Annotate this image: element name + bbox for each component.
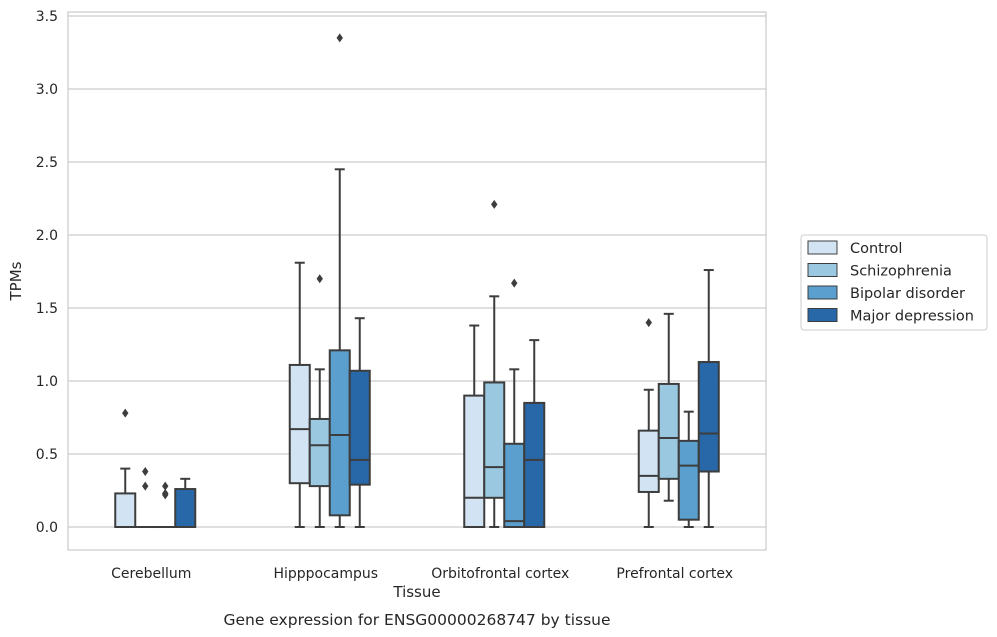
box (677, 410, 700, 528)
outlier-point (491, 199, 498, 209)
legend-swatch (807, 240, 838, 255)
box (503, 278, 526, 528)
box (463, 324, 486, 528)
series-major-depression (174, 269, 720, 529)
x-tick-label: Prefrontal cortex (616, 566, 733, 582)
box-body (483, 381, 506, 499)
box-body (463, 394, 486, 528)
outlier-point (122, 408, 129, 418)
y-tick-label: 0.0 (36, 520, 58, 536)
box (483, 199, 506, 528)
box (328, 33, 351, 528)
x-tick-label: Cerebellum (111, 566, 191, 582)
legend-swatch (807, 263, 838, 277)
outlier-point (316, 274, 323, 284)
box-body (328, 349, 351, 517)
outlier-point (162, 481, 169, 491)
y-tick-label: 1.0 (36, 374, 58, 390)
box-body (637, 429, 660, 493)
legend-frame (800, 234, 988, 331)
outlier-point (645, 318, 652, 328)
y-tick-label: 0.5 (36, 447, 58, 463)
outlier-point (142, 481, 149, 491)
plot-area-frame (67, 11, 767, 551)
legend-swatch (807, 285, 838, 300)
box-body (523, 401, 546, 528)
box-series (114, 33, 720, 529)
box (288, 261, 311, 528)
x-axis-label: Tissue (392, 583, 440, 601)
outlier-point (162, 490, 169, 500)
legend: Control Schizophrenia Bipolar disorder Majo… (800, 234, 988, 331)
y-tick-label: 3.5 (36, 9, 58, 25)
chart-title: Gene expression for ENSG00000268747 by t… (223, 611, 610, 629)
box-body (677, 439, 700, 521)
x-tick-label: Hipppocampus (273, 566, 378, 582)
x-tick-label: Orbitofrontal cortex (431, 566, 569, 582)
box-body (114, 492, 137, 529)
box-body (657, 382, 680, 480)
box-body (174, 488, 197, 529)
y-tick-label: 2.0 (36, 228, 58, 244)
box (697, 269, 720, 528)
series-schizophrenia (134, 199, 680, 529)
y-tick-labels: 0.0 0.5 1.0 1.5 2.0 2.5 3.0 3.5 (36, 9, 58, 536)
box-body (308, 417, 331, 488)
box (348, 317, 371, 528)
box (134, 467, 157, 529)
box (523, 339, 546, 528)
y-axis-label: TPMs (7, 261, 25, 301)
box (114, 408, 137, 529)
box (657, 312, 680, 502)
legend-swatch (807, 308, 838, 322)
box-body (288, 363, 311, 485)
y-tick-label: 3.0 (36, 82, 58, 98)
series-bipolar-disorder (154, 33, 700, 529)
box-body (348, 369, 371, 486)
y-tick-label: 1.5 (36, 301, 58, 317)
box (174, 477, 197, 529)
x-tick-labels: Cerebellum Hipppocampus Orbitofrontal cort… (111, 566, 733, 582)
y-tick-label: 2.5 (36, 155, 58, 171)
legend-label: Schizophrenia (850, 264, 952, 280)
outlier-point (511, 278, 518, 288)
outlier-point (142, 467, 149, 477)
box-body (503, 442, 526, 528)
outlier-point (336, 33, 343, 43)
series-control (114, 261, 660, 529)
legend-label: Bipolar disorder (850, 286, 965, 302)
box-body (697, 361, 720, 473)
legend-label: Control (850, 241, 902, 257)
legend-label: Major depression (850, 309, 974, 325)
